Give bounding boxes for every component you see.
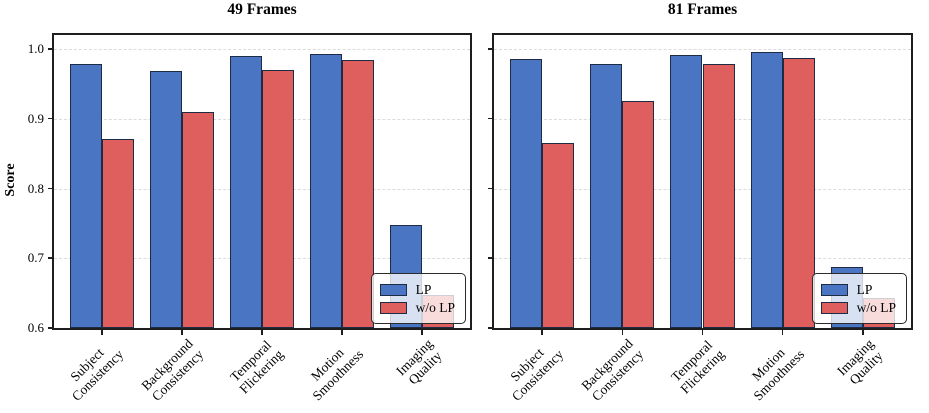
legend-label-lp: LP [415, 282, 432, 297]
x-tick-label-background-consistency: Background Consistency [579, 336, 648, 405]
x-tick-motion-smoothness [341, 330, 343, 335]
x-tick-imaging-quality [862, 330, 864, 335]
bar-w-o-lp-subject-consistency [542, 143, 575, 328]
y-tick-0.6 [487, 327, 492, 329]
x-tick-label-text: Imaging Quality [393, 336, 445, 388]
legend-entry-lp: LP [379, 282, 455, 297]
legend: LP w/o LP [370, 273, 466, 324]
x-tick-label-background-consistency: Background Consistency [138, 336, 207, 405]
legend-entry-lp: LP [820, 282, 896, 297]
x-tick-label-temporal-flickering: Temporal Flickering [666, 336, 728, 398]
legend-label-lp: LP [856, 282, 873, 297]
y-tick-label-0.8: 0.8 [27, 180, 44, 196]
bar-lp-background-consistency [150, 70, 182, 328]
y-tick-0.8 [47, 187, 52, 190]
x-tick-temporal-flickering [701, 330, 704, 335]
x-tick-background-consistency [621, 330, 624, 335]
bar-lp-motion-smoothness [310, 53, 342, 328]
bar-w-o-lp-temporal-flickering [262, 69, 294, 328]
bar-lp-motion-smoothness [750, 52, 783, 328]
y-tick-label-0.6: 0.6 [27, 320, 44, 335]
plot-area-49-frames: LP w/o LP [52, 33, 472, 330]
x-tick-label-subject-consistency: Subject Consistency [58, 336, 127, 405]
legend-entry-w-o-lp: w/o LP [379, 300, 455, 315]
y-tick-0.9 [487, 117, 492, 120]
bar-w-o-lp-subject-consistency [102, 138, 134, 328]
x-tick-label-text: Subject Consistency [507, 345, 567, 404]
bar-lp-background-consistency [590, 63, 623, 328]
x-tick-label-motion-smoothness: Motion Smoothness [740, 336, 809, 405]
x-tick-label-text: Motion Smoothness [307, 345, 367, 404]
x-tick-background-consistency [181, 330, 183, 335]
legend-swatch-lp [379, 283, 407, 296]
legend-swatch-lp [820, 283, 848, 296]
y-tick-1.0 [47, 48, 52, 50]
legend-entry-w-o-lp: w/o LP [820, 300, 896, 315]
x-tick-label-text: Temporal Flickering [667, 337, 727, 397]
bar-w-o-lp-background-consistency [622, 100, 655, 328]
x-tick-label-subject-consistency: Subject Consistency [498, 336, 567, 405]
x-tick-temporal-flickering [261, 330, 263, 335]
x-tick-label-imaging-quality: Imaging Quality [393, 336, 447, 390]
panel-title-49-frames: 49 Frames [227, 1, 297, 18]
y-tick-label-0.7: 0.7 [27, 250, 44, 266]
bar-w-o-lp-motion-smoothness [782, 58, 815, 328]
x-tick-label-text: Imaging Quality [834, 336, 886, 388]
x-tick-label-text: Background Consistency [578, 336, 647, 404]
bar-w-o-lp-temporal-flickering [702, 64, 735, 328]
x-tick-label-text: Temporal Flickering [227, 337, 287, 397]
bar-w-o-lp-motion-smoothness [342, 60, 374, 328]
x-tick-label-text: Subject Consistency [67, 345, 127, 404]
legend-swatch-w-o-lp [379, 301, 407, 314]
plot-area-81-frames: LP w/o LP [492, 33, 913, 330]
x-tick-motion-smoothness [781, 330, 784, 335]
y-tick-0.6 [47, 327, 52, 329]
x-tick-label-temporal-flickering: Temporal Flickering [226, 336, 288, 398]
y-tick-0.7 [47, 257, 52, 259]
x-tick-subject-consistency [541, 330, 543, 335]
legend-swatch-w-o-lp [820, 301, 848, 314]
legend-label-w-o-lp: w/o LP [415, 300, 455, 315]
y-tick-0.7 [487, 257, 492, 259]
x-tick-label-imaging-quality: Imaging Quality [834, 336, 888, 390]
gridline-1.0 [54, 49, 470, 50]
gridline-1.0 [494, 49, 911, 50]
x-tick-imaging-quality [421, 330, 423, 335]
panel-title-81-frames: 81 Frames [667, 1, 738, 18]
bar-lp-subject-consistency [70, 64, 102, 328]
y-tick-1.0 [487, 48, 492, 50]
y-tick-0.8 [487, 187, 492, 190]
bar-lp-temporal-flickering [230, 55, 262, 328]
x-tick-label-text: Background Consistency [138, 336, 207, 404]
bar-w-o-lp-background-consistency [182, 112, 214, 328]
x-tick-subject-consistency [101, 330, 103, 335]
y-tick-0.9 [47, 117, 52, 120]
bar-lp-temporal-flickering [670, 54, 703, 328]
y-tick-label-0.9: 0.9 [27, 110, 44, 126]
x-tick-label-text: Motion Smoothness [748, 345, 807, 404]
y-tick-label-1.0: 1.0 [27, 41, 44, 56]
legend-label-w-o-lp: w/o LP [856, 300, 896, 315]
x-tick-label-motion-smoothness: Motion Smoothness [299, 336, 368, 405]
bar-lp-subject-consistency [510, 59, 543, 328]
legend: LP w/o LP [811, 273, 907, 324]
